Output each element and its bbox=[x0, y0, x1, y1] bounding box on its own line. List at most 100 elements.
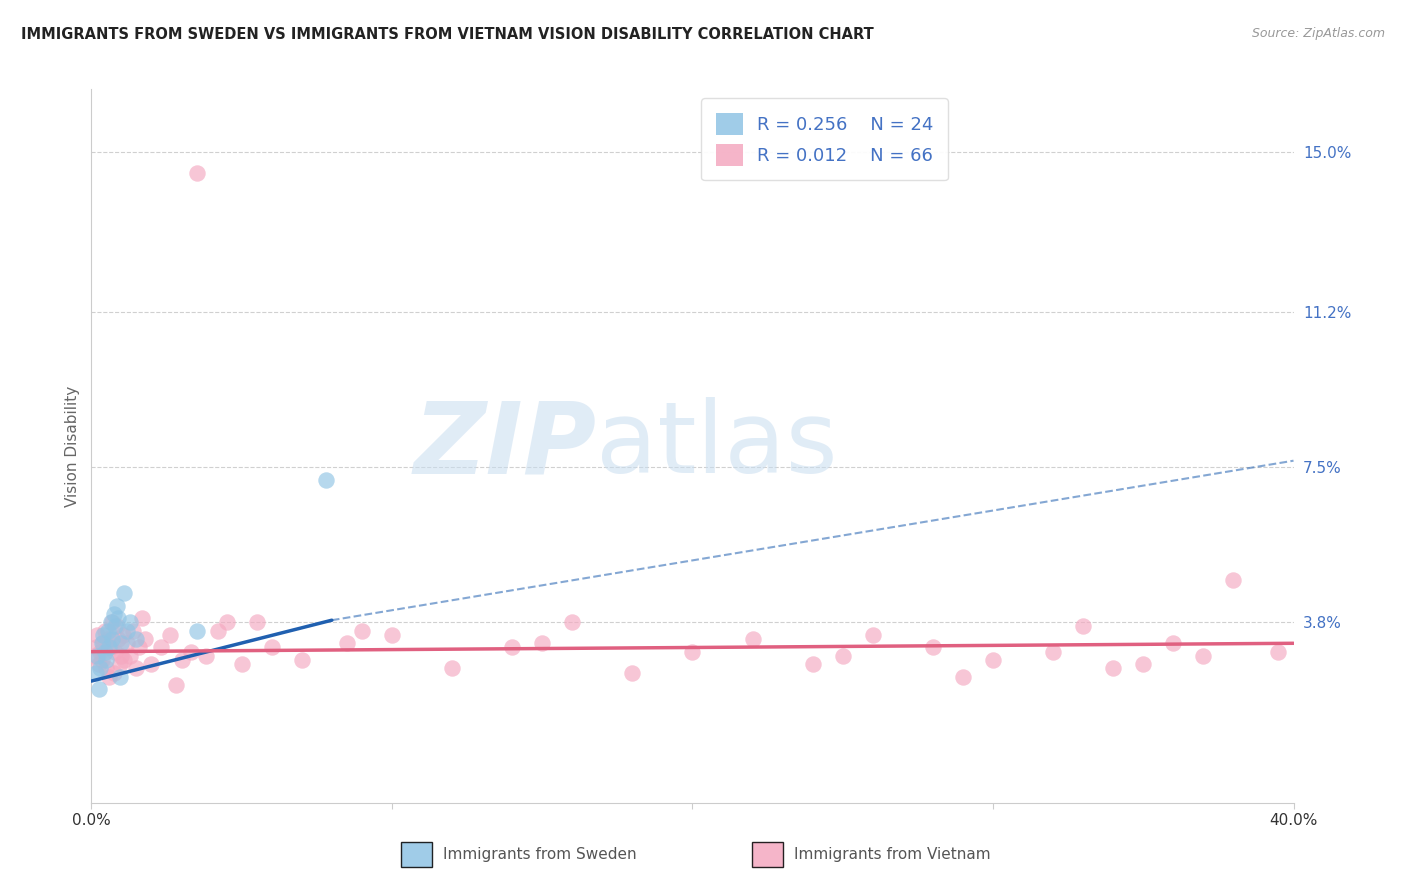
Point bbox=[100, 640, 122, 655]
Point bbox=[125, 632, 148, 646]
Point bbox=[159, 628, 181, 642]
Y-axis label: Vision Disability: Vision Disability bbox=[65, 385, 80, 507]
Legend: R = 0.256    N = 24, R = 0.012    N = 66: R = 0.256 N = 24, R = 0.012 N = 66 bbox=[702, 98, 948, 180]
Text: Immigrants from Vietnam: Immigrants from Vietnam bbox=[794, 847, 991, 863]
Point bbox=[120, 615, 142, 630]
Point bbox=[1071, 619, 1094, 633]
Text: atlas: atlas bbox=[596, 398, 838, 494]
Point bbox=[194, 648, 217, 663]
Point bbox=[141, 657, 163, 672]
Point bbox=[83, 648, 105, 663]
Point bbox=[180, 645, 202, 659]
Point bbox=[1222, 574, 1244, 588]
Point bbox=[741, 632, 763, 646]
Point bbox=[101, 615, 124, 630]
Point bbox=[149, 640, 172, 655]
Point bbox=[93, 628, 115, 642]
Point bbox=[215, 615, 238, 630]
Point bbox=[93, 636, 115, 650]
Point bbox=[441, 661, 464, 675]
Point bbox=[87, 657, 110, 672]
Point bbox=[336, 636, 359, 650]
Point bbox=[165, 678, 187, 692]
FancyBboxPatch shape bbox=[752, 842, 783, 867]
Point bbox=[108, 657, 131, 672]
Point bbox=[260, 640, 283, 655]
Point bbox=[105, 599, 128, 613]
Point bbox=[1042, 645, 1064, 659]
Point bbox=[110, 648, 132, 663]
Point bbox=[84, 665, 107, 680]
Point bbox=[120, 648, 142, 663]
Point bbox=[291, 653, 314, 667]
Point bbox=[94, 645, 117, 659]
Point bbox=[862, 628, 884, 642]
Point bbox=[98, 640, 121, 655]
FancyBboxPatch shape bbox=[401, 842, 432, 867]
Text: Source: ZipAtlas.com: Source: ZipAtlas.com bbox=[1251, 27, 1385, 40]
Point bbox=[125, 661, 148, 675]
Text: Immigrants from Sweden: Immigrants from Sweden bbox=[443, 847, 637, 863]
Point bbox=[89, 645, 111, 659]
Point bbox=[831, 648, 853, 663]
Point bbox=[350, 624, 373, 638]
Point bbox=[98, 670, 121, 684]
Point bbox=[87, 682, 110, 697]
Point bbox=[1132, 657, 1154, 672]
Point bbox=[117, 636, 139, 650]
Point bbox=[186, 624, 208, 638]
Point bbox=[90, 653, 112, 667]
Point bbox=[621, 665, 644, 680]
Point bbox=[131, 611, 153, 625]
Point bbox=[952, 670, 974, 684]
Point bbox=[96, 661, 118, 675]
Point bbox=[128, 640, 150, 655]
Point bbox=[90, 636, 112, 650]
Point bbox=[89, 661, 111, 675]
Point bbox=[501, 640, 523, 655]
Point bbox=[107, 632, 129, 646]
Point bbox=[114, 653, 136, 667]
Point bbox=[207, 624, 229, 638]
Point bbox=[114, 586, 136, 600]
Point bbox=[104, 619, 127, 633]
Point bbox=[111, 628, 134, 642]
Point bbox=[170, 653, 193, 667]
Point bbox=[94, 624, 117, 638]
Point bbox=[108, 670, 131, 684]
Point bbox=[84, 640, 107, 655]
Point bbox=[105, 619, 128, 633]
Point bbox=[122, 624, 145, 638]
Point bbox=[86, 648, 108, 663]
Point bbox=[103, 607, 125, 621]
Point bbox=[186, 166, 208, 180]
Point bbox=[104, 645, 127, 659]
Point bbox=[231, 657, 253, 672]
Point bbox=[97, 632, 120, 646]
Point bbox=[681, 645, 703, 659]
Point bbox=[100, 615, 122, 630]
Point bbox=[922, 640, 945, 655]
Point bbox=[1161, 636, 1184, 650]
Point bbox=[86, 628, 108, 642]
Point bbox=[117, 624, 139, 638]
Point bbox=[981, 653, 1004, 667]
Point bbox=[97, 624, 120, 638]
Point bbox=[101, 632, 124, 646]
Point bbox=[103, 665, 125, 680]
Point bbox=[531, 636, 554, 650]
Text: ZIP: ZIP bbox=[413, 398, 596, 494]
Point bbox=[134, 632, 156, 646]
Text: IMMIGRANTS FROM SWEDEN VS IMMIGRANTS FROM VIETNAM VISION DISABILITY CORRELATION : IMMIGRANTS FROM SWEDEN VS IMMIGRANTS FRO… bbox=[21, 27, 875, 42]
Point bbox=[107, 611, 129, 625]
Point bbox=[1267, 645, 1289, 659]
Point bbox=[561, 615, 583, 630]
Point bbox=[110, 636, 132, 650]
Point bbox=[96, 653, 118, 667]
Point bbox=[1102, 661, 1125, 675]
Point bbox=[381, 628, 404, 642]
Point bbox=[246, 615, 269, 630]
Point bbox=[315, 473, 337, 487]
Point bbox=[801, 657, 824, 672]
Point bbox=[1192, 648, 1215, 663]
